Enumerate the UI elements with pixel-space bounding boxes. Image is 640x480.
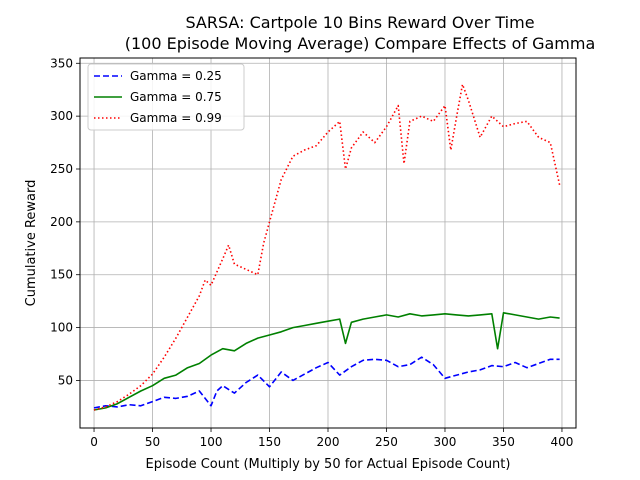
x-tick-label: 50 [145, 435, 160, 449]
x-axis-label: Episode Count (Multiply by 50 for Actual… [146, 457, 511, 472]
x-tick-label: 400 [551, 435, 574, 449]
x-tick-label: 0 [90, 435, 98, 449]
x-tick-label: 300 [434, 435, 457, 449]
y-tick-label: 300 [50, 109, 73, 123]
legend: Gamma = 0.25 Gamma = 0.75 Gamma = 0.99 [87, 63, 245, 131]
ticks: 0 50 100 150 200 250 300 350 400 50 100 150 200 250 30… [50, 56, 573, 449]
x-tick-label: 150 [258, 435, 281, 449]
x-tick-label: 350 [492, 435, 515, 449]
x-tick-label: 200 [317, 435, 340, 449]
chart-title-line1: SARSA: Cartpole 10 Bins Reward Over Time [185, 13, 534, 32]
legend-label-gamma-0-99: Gamma = 0.99 [130, 111, 222, 125]
series-layer [93, 83, 561, 411]
y-tick-label: 200 [50, 215, 73, 229]
y-tick-label: 50 [58, 373, 73, 387]
series-line-gamma-0-25 [93, 356, 560, 409]
y-tick-label: 250 [50, 162, 73, 176]
y-tick-label: 150 [50, 268, 73, 282]
x-tick-label: 100 [200, 435, 223, 449]
legend-box [87, 63, 245, 131]
y-tick-label: 350 [50, 56, 73, 70]
chart-title-line2: (100 Episode Moving Average) Compare Eff… [125, 34, 596, 53]
series-line-gamma-0-99 [93, 83, 561, 411]
x-tick-label: 250 [375, 435, 398, 449]
legend-label-gamma-0-25: Gamma = 0.25 [130, 69, 222, 83]
series-line-gamma-0-75 [93, 311, 560, 411]
y-tick-label: 100 [50, 321, 73, 335]
y-axis-label: Cumulative Reward [24, 180, 39, 307]
legend-label-gamma-0-75: Gamma = 0.75 [130, 90, 222, 104]
